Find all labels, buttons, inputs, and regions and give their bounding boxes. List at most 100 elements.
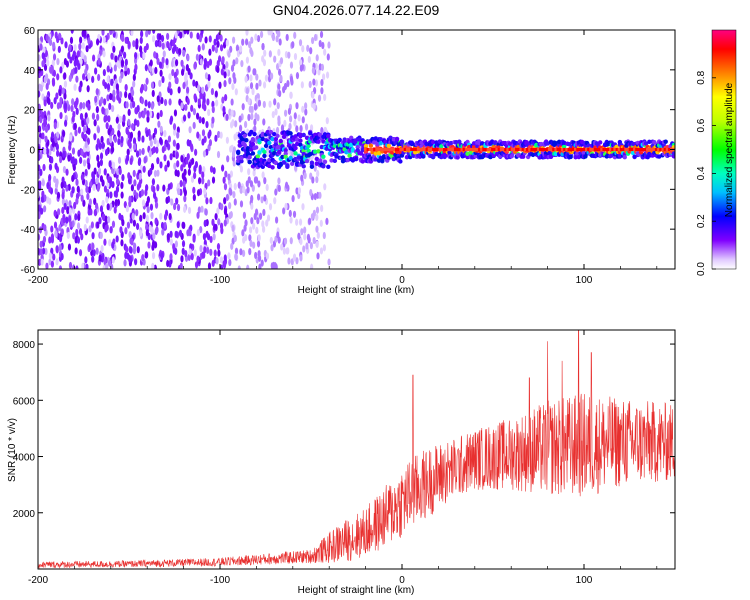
heatmap-noise-cell — [64, 119, 68, 127]
heatmap-noise-cell — [153, 127, 158, 135]
heatmap-noise-cell — [299, 125, 303, 133]
heatmap-signal-cell — [268, 129, 274, 135]
heatmap-noise-cell — [125, 101, 129, 109]
heatmap-noise-cell — [140, 83, 144, 92]
heatmap-noise-cell — [79, 58, 83, 66]
heatmap-signal-cell — [293, 134, 298, 139]
heatmap-signal-cell — [314, 156, 320, 162]
heatmap-noise-cell — [325, 117, 329, 125]
heatmap-noise-cell — [214, 212, 218, 221]
heatmap-signal-cell — [548, 154, 554, 159]
heatmap-peak-cell — [456, 147, 459, 152]
heatmap-noise-cell — [111, 181, 115, 189]
heatmap-noise-cell — [252, 222, 256, 230]
heatmap-noise-cell — [223, 254, 227, 262]
heatmap-noise-cell — [248, 248, 252, 256]
heatmap-noise-cell — [187, 168, 191, 176]
heatmap-peak-cell — [587, 147, 590, 152]
heatmap-peak-cell — [628, 147, 632, 152]
heatmap-noise-cell — [48, 258, 52, 266]
heatmap-signal-cell — [298, 138, 303, 143]
heatmap-noise-cell — [127, 118, 131, 127]
heatmap-noise-cell — [41, 111, 45, 119]
heatmap-peak-cell — [643, 147, 647, 152]
heatmap-noise-cell — [99, 159, 103, 167]
heatmap-noise-cell — [100, 135, 104, 144]
heatmap-noise-cell — [197, 84, 201, 92]
heatmap-noise-cell — [244, 234, 248, 242]
heatmap-noise-cell — [203, 187, 207, 195]
heatmap-noise-cell — [300, 81, 304, 89]
heatmap-noise-cell — [205, 197, 209, 205]
heatmap-peak-cell — [397, 147, 400, 152]
heatmap-noise-cell — [138, 148, 142, 156]
heatmap-noise-cell — [96, 184, 100, 192]
heatmap-noise-cell — [176, 131, 180, 139]
heatmap-noise-cell — [245, 38, 249, 46]
heatmap-noise-cell — [182, 49, 186, 57]
heatmap-noise-cell — [309, 47, 313, 55]
heatmap-noise-cell — [110, 52, 114, 60]
heatmap-signal-cell — [489, 139, 495, 144]
heatmap-noise-cell — [277, 236, 281, 244]
heatmap-noise-cell — [85, 185, 89, 194]
heatmap-noise-cell — [138, 229, 143, 237]
heatmap-noise-cell — [239, 248, 243, 256]
heatmap-noise-cell — [208, 58, 213, 66]
heatmap-noise-cell — [105, 108, 109, 116]
heatmap-noise-cell — [58, 224, 62, 232]
heatmap-noise-cell — [126, 67, 130, 75]
heatmap-noise-cell — [320, 79, 324, 87]
heatmap-noise-cell — [186, 54, 190, 62]
heatmap-noise-cell — [276, 102, 280, 110]
heatmap-noise-cell — [242, 185, 246, 194]
heatmap-noise-cell — [238, 124, 243, 132]
heatmap-noise-cell — [60, 37, 64, 45]
heatmap-noise-cell — [182, 221, 186, 230]
colorbar-ticks: 0.0 0.2 0.4 0.6 0.8 — [696, 70, 716, 276]
colorbar-label: Normalized spectral amplitude — [724, 82, 735, 217]
snr-y-label: SNR (10 * v/v) — [7, 418, 18, 482]
heatmap-noise-cell — [45, 147, 50, 155]
heatmap-noise-cell — [261, 171, 265, 179]
heatmap-noise-cell — [299, 64, 303, 72]
heatmap-noise-cell — [320, 87, 324, 95]
heatmap-noise-cell — [167, 135, 172, 143]
heatmap-noise-cell — [275, 126, 280, 135]
heatmap-peak-cell — [462, 147, 466, 152]
heatmap-peak-cell — [388, 147, 391, 152]
heatmap-noise-cell — [55, 92, 59, 100]
heatmap-signal-cell — [581, 150, 587, 155]
heatmap-peak-cell — [648, 147, 651, 152]
heatmap-noise-cell — [140, 30, 144, 38]
heatmap-noise-cell — [161, 228, 165, 236]
heatmap-peak-cell — [471, 147, 474, 152]
heatmap-noise-cell — [75, 197, 79, 205]
heatmap-noise-cell — [145, 30, 149, 38]
heatmap-noise-cell — [179, 262, 183, 269]
heatmap-noise-cell — [154, 217, 158, 225]
heatmap-noise-cell — [135, 42, 139, 50]
heatmap-noise-cell — [75, 75, 79, 83]
heatmap-noise-cell — [141, 199, 146, 207]
heatmap-signal-cell — [321, 164, 326, 169]
heatmap-noise-cell — [112, 45, 116, 53]
heatmap-noise-cell — [50, 260, 54, 268]
heatmap-noise-cell — [63, 72, 67, 80]
heatmap-noise-cell — [39, 240, 43, 248]
heatmap-noise-cell — [50, 65, 54, 73]
heatmap-noise-cell — [205, 84, 209, 92]
heatmap-signal-cell — [332, 158, 338, 164]
heatmap-noise-cell — [321, 41, 325, 50]
heatmap-y-label: Frequency (Hz) — [7, 116, 18, 185]
heatmap-signal-cell — [566, 141, 572, 147]
heatmap-noise-cell — [128, 141, 132, 149]
heatmap-noise-cell — [289, 91, 293, 99]
heatmap-noise-cell — [177, 187, 181, 196]
heatmap-noise-cell — [75, 57, 79, 66]
heatmap-noise-cell — [171, 39, 176, 47]
heatmap-peak-cell — [495, 147, 498, 152]
heatmap-peak-cell — [373, 147, 376, 152]
heatmap-noise-cell — [62, 216, 66, 224]
heatmap-peak-cell — [427, 147, 431, 152]
